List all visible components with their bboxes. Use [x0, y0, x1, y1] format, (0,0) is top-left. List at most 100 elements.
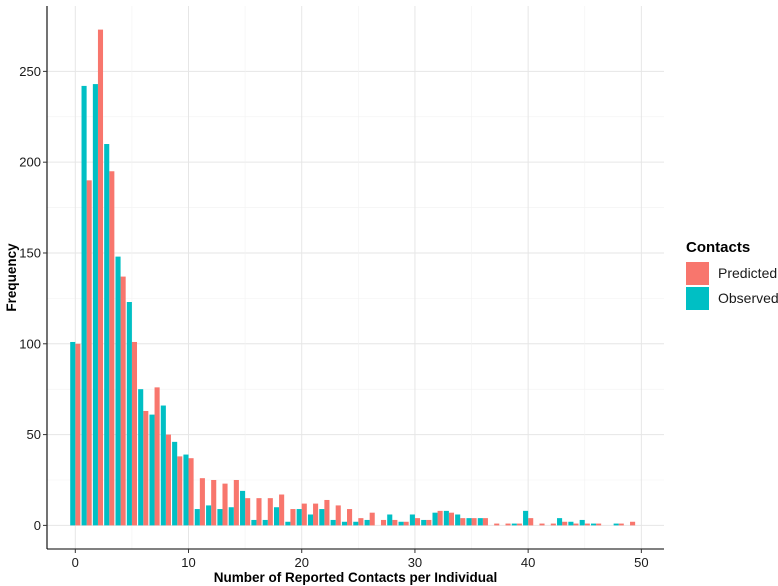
bar-observed-4 [115, 256, 121, 526]
bar-predicted-42 [550, 523, 556, 526]
bar-observed-17 [262, 519, 268, 526]
bar-observed-9 [172, 441, 178, 526]
legend-swatch-predicted [686, 262, 709, 285]
bar-observed-39 [511, 523, 517, 526]
bar-predicted-44 [573, 523, 579, 526]
bar-predicted-22 [324, 499, 330, 526]
bar-predicted-43 [562, 521, 568, 526]
bar-observed-11 [194, 509, 200, 526]
bar-observed-36 [477, 518, 483, 526]
bar-observed-24 [341, 521, 348, 526]
bar-observed-48 [613, 523, 619, 526]
bar-predicted-24 [347, 509, 353, 526]
x-axis-title: Number of Reported Contacts per Individu… [214, 570, 498, 585]
bar-predicted-31 [426, 519, 432, 526]
bar-observed-14 [228, 507, 234, 526]
bar-predicted-0 [75, 343, 81, 526]
bar-observed-21 [307, 514, 314, 526]
bar-predicted-13 [222, 483, 228, 526]
bar-predicted-41 [539, 523, 545, 526]
bar-observed-18 [273, 507, 280, 526]
bar-predicted-49 [630, 521, 636, 526]
bar-observed-30 [409, 514, 415, 526]
bar-observed-10 [183, 454, 189, 526]
bar-observed-40 [523, 510, 529, 526]
bar-predicted-37 [494, 523, 500, 526]
bar-predicted-48 [618, 523, 624, 526]
bar-observed-29 [398, 521, 404, 526]
bars [70, 29, 636, 526]
bar-observed-34 [455, 514, 461, 526]
legend-label-observed: Observed [718, 290, 778, 306]
bar-observed-6 [138, 389, 144, 526]
bar-observed-33 [443, 510, 449, 526]
bar-predicted-2 [97, 29, 104, 526]
bar-observed-22 [319, 509, 325, 526]
bar-predicted-17 [267, 498, 273, 526]
bar-predicted-9 [177, 456, 183, 526]
bar-predicted-26 [369, 512, 375, 526]
x-tick-label: 10 [181, 555, 195, 570]
bar-observed-13 [217, 509, 223, 526]
bar-predicted-7 [154, 387, 160, 526]
bar-predicted-27 [380, 519, 387, 526]
bar-predicted-1 [86, 180, 92, 526]
y-tick-label: 100 [19, 336, 41, 351]
bar-observed-16 [251, 519, 257, 526]
x-tick-label: 40 [521, 555, 535, 570]
y-tick-label: 250 [19, 64, 41, 79]
bar-observed-3 [104, 144, 110, 526]
bar-observed-43 [557, 518, 563, 526]
bar-predicted-34 [460, 518, 466, 526]
bar-observed-0 [70, 341, 76, 526]
bar-predicted-33 [448, 512, 454, 526]
bar-observed-20 [296, 509, 302, 526]
bar-predicted-28 [392, 519, 398, 526]
bar-predicted-6 [143, 410, 149, 526]
bar-predicted-18 [279, 494, 285, 526]
x-tick-label: 50 [634, 555, 648, 570]
bar-observed-8 [160, 405, 166, 526]
bar-observed-23 [330, 519, 336, 526]
bar-predicted-10 [188, 458, 194, 526]
bar-observed-31 [421, 519, 427, 526]
bar-predicted-15 [245, 498, 251, 526]
bar-predicted-46 [596, 523, 602, 526]
x-tick-label: 20 [294, 555, 308, 570]
y-tick-label: 150 [19, 245, 41, 260]
y-tick-label: 50 [27, 427, 41, 442]
bar-observed-45 [579, 519, 585, 526]
bar-observed-19 [285, 521, 291, 526]
bar-predicted-5 [131, 341, 138, 526]
bar-predicted-23 [335, 505, 341, 526]
bar-predicted-16 [256, 498, 262, 526]
bar-predicted-38 [505, 523, 511, 526]
bar-observed-46 [590, 523, 597, 526]
bar-predicted-40 [528, 518, 534, 526]
grid-lines [47, 6, 664, 549]
y-tick-label: 0 [34, 518, 41, 533]
bar-predicted-19 [290, 509, 296, 526]
bar-observed-32 [432, 512, 438, 526]
bar-predicted-29 [403, 521, 409, 526]
bar-predicted-4 [120, 276, 126, 526]
bar-predicted-12 [211, 479, 217, 526]
bar-predicted-14 [233, 479, 239, 526]
bar-observed-26 [364, 519, 370, 526]
bar-predicted-25 [358, 518, 364, 526]
bar-observed-12 [206, 505, 212, 526]
bar-predicted-32 [437, 510, 443, 526]
bar-observed-44 [568, 521, 574, 526]
bar-predicted-45 [584, 523, 590, 526]
bar-predicted-30 [414, 518, 421, 526]
legend-title: Contacts [686, 239, 750, 256]
bar-observed-1 [81, 85, 87, 526]
y-axis-title: Frequency [4, 243, 19, 312]
x-tick-label: 30 [408, 555, 422, 570]
bar-observed-15 [240, 490, 246, 526]
bar-observed-5 [126, 302, 132, 526]
axes: 0 50 100 150 200 250 0 10 20 30 40 50 [19, 6, 664, 570]
bar-predicted-39 [516, 523, 522, 526]
x-tick-label: 0 [72, 555, 79, 570]
